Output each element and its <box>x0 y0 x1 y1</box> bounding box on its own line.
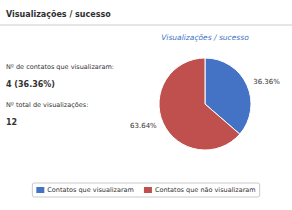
header-separator <box>0 25 292 26</box>
title: Visualizações / sucesso <box>161 33 249 42</box>
data-labels: 36.36% 63.64% <box>130 78 280 130</box>
annotation: 4 (36.36%) <box>6 80 55 89</box>
annotation: Nº total de visualizações: <box>6 101 88 109</box>
chart: Visualizações / sucesso Nº de contatos qu… <box>0 0 292 210</box>
header: Visualizações / sucesso <box>6 10 111 19</box>
legend-frame <box>32 183 259 197</box>
annotation: Nº de contatos que visualizaram: <box>6 63 114 71</box>
background <box>0 0 292 210</box>
legend-entry: Contatos que não visualizaram <box>155 186 256 194</box>
pie <box>159 58 251 150</box>
legend-swatch <box>36 187 44 193</box>
legend: Contatos que visualizaram Contatos que nã… <box>32 183 259 197</box>
data-label: 63.64% <box>130 122 157 130</box>
slice <box>159 58 240 150</box>
legend-swatch <box>144 187 152 193</box>
legend-entry: Contatos que visualizaram <box>47 186 134 194</box>
annotation: 12 <box>6 118 17 127</box>
data-label: 36.36% <box>253 78 280 86</box>
